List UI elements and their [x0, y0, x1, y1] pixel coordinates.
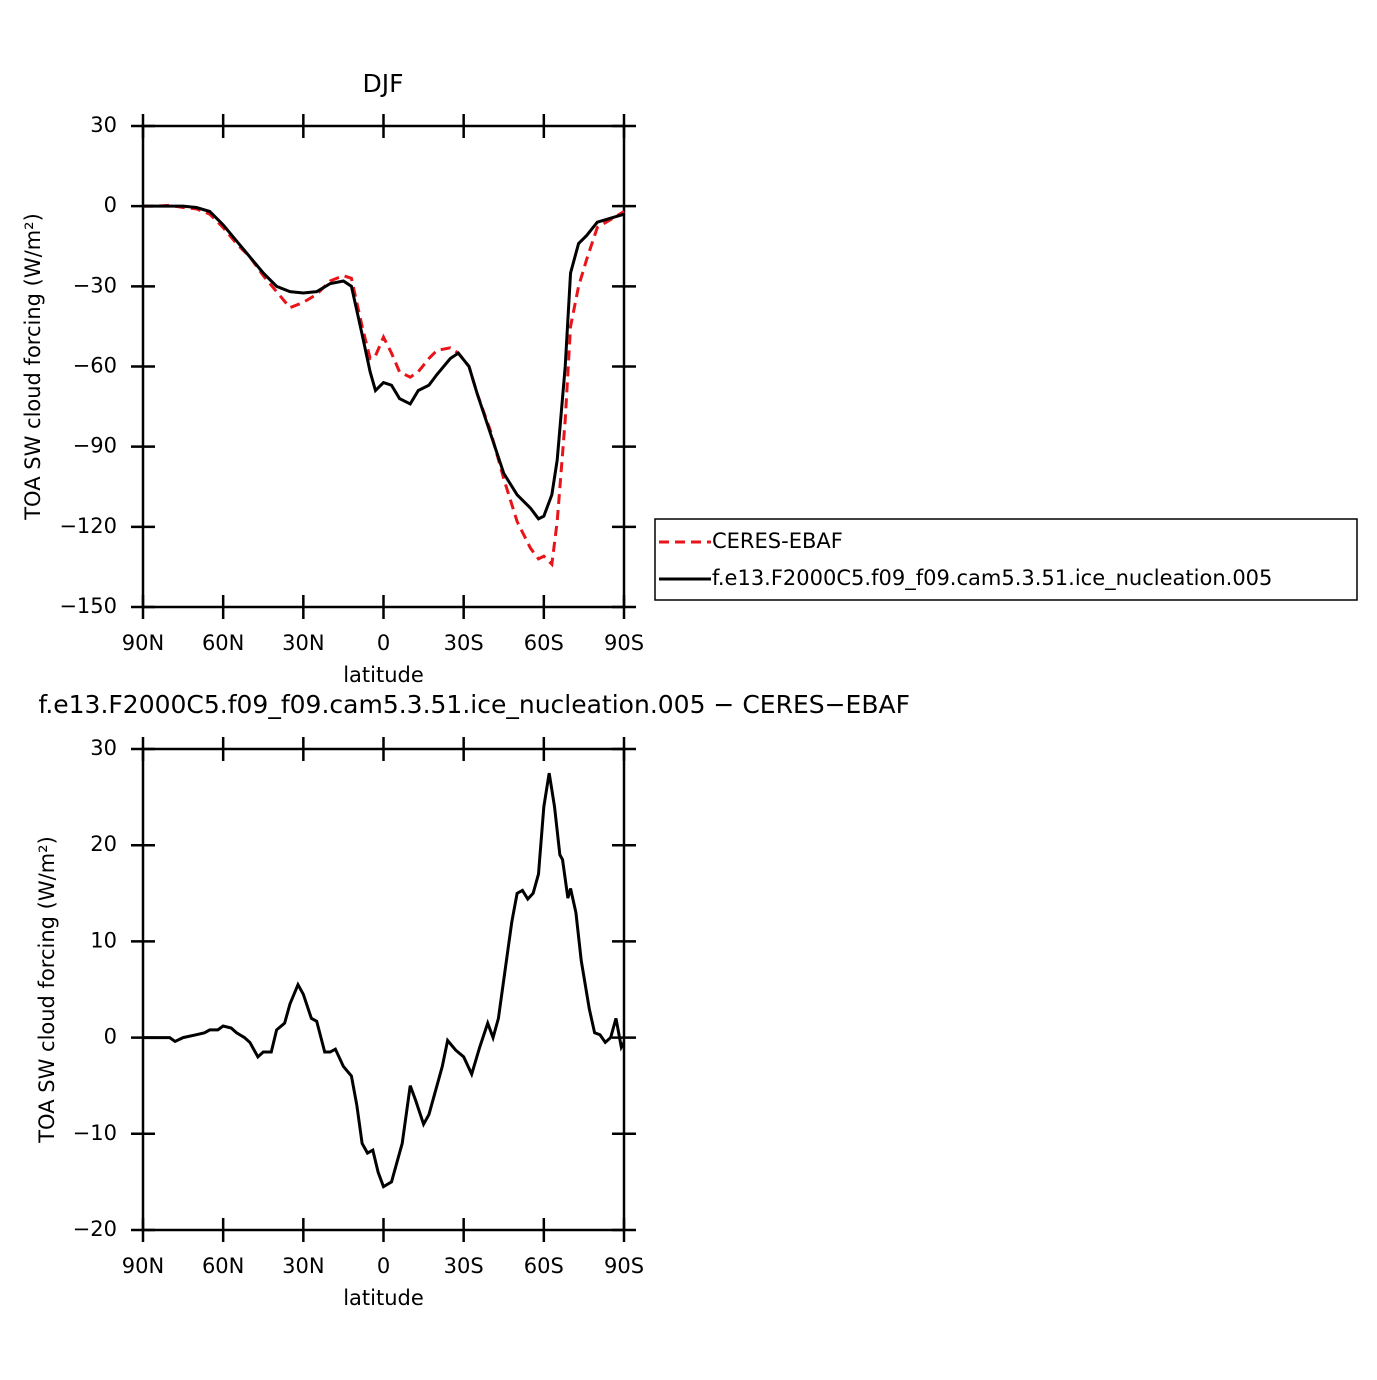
data-line	[143, 772, 626, 1189]
y-tick-label: −60	[73, 354, 117, 378]
x-tick-label: 60N	[202, 631, 244, 655]
x-tick-label: 90N	[122, 1254, 164, 1278]
x-axis-label: latitude	[343, 663, 424, 687]
y-tick-label: −10	[73, 1121, 117, 1145]
x-tick-label: 90S	[604, 1254, 644, 1278]
x-tick-label: 30S	[444, 631, 484, 655]
x-tick-label: 60S	[524, 631, 564, 655]
data-line	[143, 204, 625, 521]
x-tick-label: 30N	[282, 1254, 324, 1278]
x-tick-label: 0	[377, 1254, 390, 1278]
x-tick-label: 90S	[604, 631, 644, 655]
x-tick-label: 30S	[444, 1254, 484, 1278]
y-tick-label: −90	[73, 434, 117, 458]
y-tick-label: 30	[90, 113, 117, 137]
x-tick-label: 90N	[122, 631, 164, 655]
legend-label: CERES-EBAF	[712, 529, 843, 553]
y-tick-label: 20	[90, 832, 117, 856]
plot-frame	[141, 124, 626, 609]
y-tick-label: 10	[90, 928, 117, 952]
legend-box	[654, 518, 1358, 601]
x-tick-label: 30N	[282, 631, 324, 655]
chart-title: DJF	[362, 69, 403, 98]
data-line	[143, 203, 625, 568]
plot-frame	[141, 747, 626, 1232]
x-tick-label: 60S	[524, 1254, 564, 1278]
y-tick-label: −30	[73, 273, 117, 297]
y-tick-label: −20	[73, 1217, 117, 1241]
x-tick-label: 60N	[202, 1254, 244, 1278]
chart-title: f.e13.F2000C5.f09_f09.cam5.3.51.ice_nucl…	[38, 690, 910, 719]
y-tick-label: 0	[104, 193, 117, 217]
y-tick-label: 30	[90, 736, 117, 760]
y-axis-label: TOA SW cloud forcing (W/m²)	[35, 836, 59, 1144]
y-tick-label: −150	[59, 594, 117, 618]
y-axis-label: TOA SW cloud forcing (W/m²)	[21, 213, 45, 521]
legend-label: f.e13.F2000C5.f09_f09.cam5.3.51.ice_nucl…	[712, 566, 1272, 591]
y-tick-label: 0	[104, 1025, 117, 1049]
x-axis-label: latitude	[343, 1286, 424, 1310]
y-tick-label: −120	[59, 514, 117, 538]
x-tick-label: 0	[377, 631, 390, 655]
